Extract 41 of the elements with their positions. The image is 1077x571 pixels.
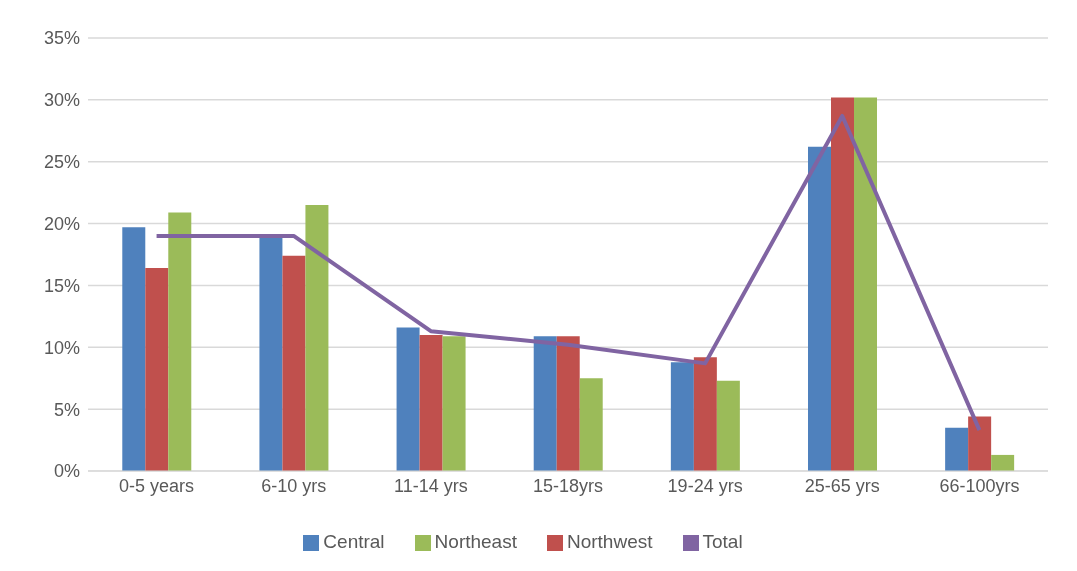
y-tick-label: 35%	[43, 28, 80, 49]
y-tick-label: 30%	[43, 90, 80, 111]
bar	[168, 212, 192, 471]
bar	[305, 205, 329, 471]
bar	[579, 378, 603, 471]
bar	[259, 237, 283, 471]
bar	[670, 362, 694, 471]
bar	[396, 327, 420, 471]
bar	[419, 334, 443, 471]
bar	[945, 427, 969, 471]
bar	[693, 357, 717, 471]
x-tick-label: 11-14 yrs	[394, 475, 468, 496]
y-tick-label: 15%	[43, 275, 80, 296]
bar	[556, 336, 580, 471]
y-tick-label: 5%	[53, 399, 80, 420]
bar	[808, 146, 831, 471]
bar	[716, 380, 740, 471]
x-tick-label: 19-24 yrs	[667, 475, 743, 496]
bar	[442, 336, 466, 471]
y-tick-label: 25%	[43, 152, 80, 173]
x-tick-label: 6-10 yrs	[261, 475, 327, 496]
bar	[145, 268, 169, 471]
x-tick-label: 25-65 yrs	[804, 475, 880, 496]
x-tick-label: 0-5 years	[119, 475, 195, 496]
legend-label: Northeast	[434, 531, 517, 552]
bar	[854, 97, 877, 471]
bar	[831, 97, 854, 471]
y-tick-label: 20%	[43, 213, 80, 234]
y-tick-label: 0%	[53, 461, 80, 482]
legend-label: Total	[702, 531, 743, 552]
bar	[533, 336, 557, 471]
bar	[122, 227, 146, 471]
line-series	[154, 113, 982, 433]
bar	[968, 416, 992, 471]
y-tick-label: 10%	[43, 337, 80, 358]
bar	[991, 454, 1015, 471]
legend-label: Central	[323, 531, 385, 552]
x-tick-label: 15-18yrs	[532, 475, 604, 496]
x-tick-label: 66-100yrs	[939, 475, 1020, 496]
bar	[282, 255, 306, 471]
legend-label: Northwest	[566, 531, 653, 552]
